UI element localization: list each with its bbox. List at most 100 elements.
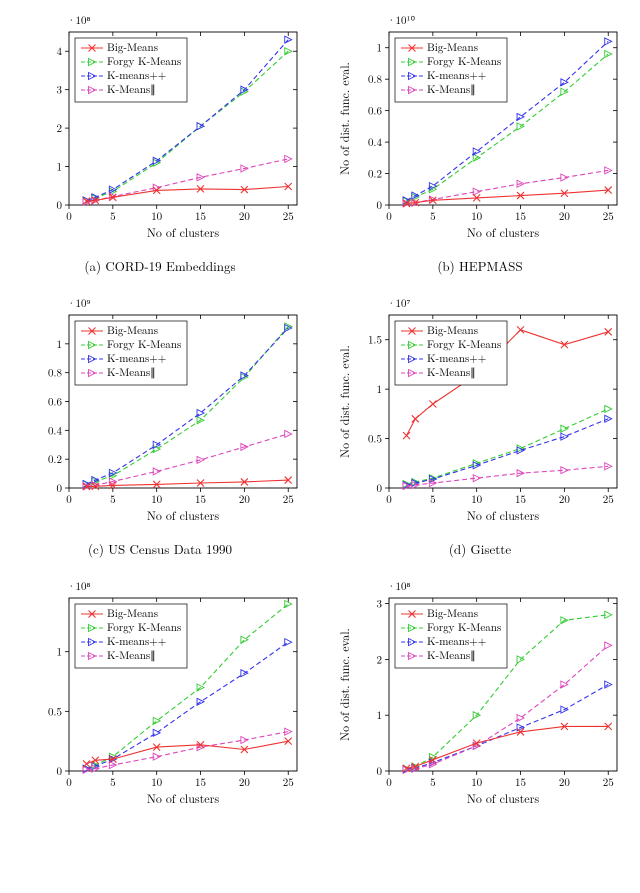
svg-text:·10⁸: ·10⁸ — [67, 579, 91, 594]
svg-text:20: 20 — [559, 775, 570, 790]
svg-text:Forgy K-Means: Forgy K-Means — [107, 620, 181, 635]
svg-text:1.5: 1.5 — [368, 333, 382, 348]
panel-f: ·10⁸05101520250123No of clustersNo of di… — [330, 576, 630, 822]
svg-text:0: 0 — [377, 764, 383, 779]
svg-text:20: 20 — [239, 209, 250, 224]
svg-text:20: 20 — [239, 492, 250, 507]
svg-text:25: 25 — [283, 209, 294, 224]
svg-text:Big-Means: Big-Means — [107, 323, 158, 338]
svg-text:5: 5 — [430, 775, 436, 790]
svg-text:No of dist. func. eval.: No of dist. func. eval. — [336, 62, 353, 175]
panel-b: ·10¹⁰051015202500.20.40.60.81No of clust… — [330, 10, 630, 275]
svg-text:5: 5 — [430, 209, 436, 224]
svg-text:2: 2 — [377, 652, 383, 667]
svg-text:1: 1 — [57, 337, 63, 352]
svg-text:K-Means∥: K-Means∥ — [427, 365, 476, 380]
caption-d: (d) Gisette — [449, 539, 511, 558]
svg-text:No of clusters: No of clusters — [467, 507, 539, 524]
svg-text:K-means++: K-means++ — [427, 351, 486, 366]
svg-text:10: 10 — [471, 775, 482, 790]
svg-text:Forgy K-Means: Forgy K-Means — [427, 54, 501, 69]
svg-text:0: 0 — [386, 209, 392, 224]
caption-a: (a) CORD-19 Embeddings — [84, 256, 235, 275]
panel-a: ·10⁸051015202501234No of clustersNo of d… — [10, 10, 310, 275]
svg-text:0: 0 — [66, 209, 72, 224]
svg-text:Forgy K-Means: Forgy K-Means — [427, 337, 501, 352]
plot-f: ·10⁸05101520250123No of clustersNo of di… — [335, 576, 625, 816]
svg-text:·10⁸: ·10⁸ — [67, 13, 91, 28]
svg-text:1: 1 — [57, 160, 63, 175]
svg-text:0: 0 — [57, 481, 63, 496]
svg-text:20: 20 — [559, 492, 570, 507]
svg-text:10: 10 — [471, 209, 482, 224]
svg-text:No of clusters: No of clusters — [147, 507, 219, 524]
svg-text:0: 0 — [57, 764, 63, 779]
svg-text:Big-Means: Big-Means — [107, 40, 158, 55]
svg-text:K-means++: K-means++ — [107, 68, 166, 83]
svg-text:15: 15 — [515, 492, 526, 507]
svg-text:4: 4 — [57, 44, 63, 59]
panel-e: ·10⁸051015202500.51No of clustersNo of d… — [10, 576, 310, 822]
svg-text:K-means++: K-means++ — [427, 634, 486, 649]
svg-text:1: 1 — [377, 41, 383, 56]
svg-text:0.6: 0.6 — [368, 104, 383, 119]
panel-d: ·10⁷051015202500.511.5No of clustersNo o… — [330, 293, 630, 558]
svg-text:15: 15 — [515, 209, 526, 224]
plot-e: ·10⁸051015202500.51No of clustersNo of d… — [15, 576, 305, 816]
svg-text:Big-Means: Big-Means — [427, 40, 478, 55]
svg-text:0.8: 0.8 — [48, 366, 63, 381]
svg-text:5: 5 — [110, 209, 116, 224]
svg-text:K-means++: K-means++ — [107, 351, 166, 366]
svg-text:Forgy K-Means: Forgy K-Means — [107, 54, 181, 69]
svg-text:0.8: 0.8 — [368, 72, 383, 87]
svg-text:No of clusters: No of clusters — [147, 224, 219, 241]
svg-text:K-Means∥: K-Means∥ — [107, 648, 156, 663]
svg-text:15: 15 — [195, 492, 206, 507]
svg-text:0: 0 — [66, 775, 72, 790]
svg-text:0.5: 0.5 — [368, 432, 382, 447]
svg-text:K-Means∥: K-Means∥ — [427, 648, 476, 663]
svg-text:0: 0 — [57, 198, 63, 213]
svg-text:25: 25 — [603, 209, 614, 224]
svg-text:Forgy K-Means: Forgy K-Means — [107, 337, 181, 352]
svg-text:Big-Means: Big-Means — [427, 606, 478, 621]
svg-text:·10⁸: ·10⁸ — [387, 579, 411, 594]
svg-text:3: 3 — [57, 83, 63, 98]
svg-text:0: 0 — [386, 775, 392, 790]
svg-text:K-Means∥: K-Means∥ — [107, 365, 156, 380]
plot-a: ·10⁸051015202501234No of clustersNo of d… — [15, 10, 305, 250]
svg-text:0.6: 0.6 — [48, 395, 63, 410]
svg-text:10: 10 — [151, 492, 162, 507]
svg-text:Big-Means: Big-Means — [107, 606, 158, 621]
svg-text:2: 2 — [57, 121, 63, 136]
svg-text:·10⁹: ·10⁹ — [67, 296, 91, 311]
svg-text:0: 0 — [66, 492, 72, 507]
svg-text:20: 20 — [559, 209, 570, 224]
svg-text:K-means++: K-means++ — [107, 634, 166, 649]
svg-text:·10¹⁰: ·10¹⁰ — [387, 13, 416, 28]
svg-text:15: 15 — [195, 209, 206, 224]
svg-text:25: 25 — [603, 775, 614, 790]
panel-c: ·10⁹051015202500.20.40.60.81No of cluste… — [10, 293, 310, 558]
plot-c: ·10⁹051015202500.20.40.60.81No of cluste… — [15, 293, 305, 533]
svg-text:No of dist. func. eval.: No of dist. func. eval. — [336, 345, 353, 458]
svg-text:10: 10 — [151, 209, 162, 224]
plot-d: ·10⁷051015202500.511.5No of clustersNo o… — [335, 293, 625, 533]
svg-text:K-Means∥: K-Means∥ — [107, 82, 156, 97]
svg-text:10: 10 — [471, 492, 482, 507]
svg-text:1: 1 — [377, 708, 383, 723]
svg-text:3: 3 — [377, 597, 383, 612]
svg-text:15: 15 — [195, 775, 206, 790]
caption-b: (b) HEPMASS — [437, 256, 522, 275]
svg-text:5: 5 — [110, 775, 116, 790]
svg-text:15: 15 — [515, 775, 526, 790]
svg-text:0: 0 — [377, 198, 383, 213]
svg-text:0.5: 0.5 — [48, 704, 62, 719]
svg-text:0: 0 — [386, 492, 392, 507]
svg-text:5: 5 — [430, 492, 436, 507]
svg-text:No of clusters: No of clusters — [467, 224, 539, 241]
svg-text:5: 5 — [110, 492, 116, 507]
chart-grid: ·10⁸051015202501234No of clustersNo of d… — [10, 10, 630, 822]
svg-text:25: 25 — [283, 775, 294, 790]
svg-text:0.2: 0.2 — [48, 452, 62, 467]
